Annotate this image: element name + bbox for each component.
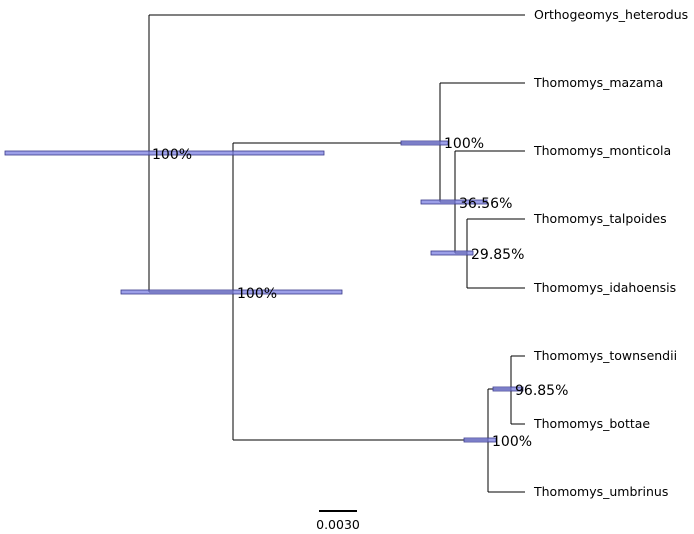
- hpd-bar-mont: [420, 199, 488, 205]
- hpd-bar-towns: [492, 386, 524, 392]
- scale-bar-label: 0.0030: [316, 517, 360, 532]
- support-label-root: 100%: [152, 147, 192, 163]
- support-label-mont: 36.56%: [459, 196, 512, 212]
- tip-label-thomomys-umbrinus: Thomomys_umbrinus: [533, 484, 668, 499]
- hpd-bar-north: [400, 140, 449, 146]
- support-label-north: 100%: [444, 136, 484, 152]
- support-label-talp: 29.85%: [471, 247, 524, 263]
- scale-bar: 0.0030: [316, 510, 360, 532]
- tip-labels: Orthogeomys_heterodus Thomomys_mazama Th…: [533, 7, 688, 499]
- tip-label-thomomys-idahoensis: Thomomys_idahoensis: [533, 280, 676, 295]
- node-hpd-bars: [4, 140, 524, 443]
- hpd-bar-thomomys: [120, 289, 343, 295]
- tip-label-thomomys-mazama: Thomomys_mazama: [533, 75, 663, 90]
- tip-label-thomomys-townsendii: Thomomys_townsendii: [533, 348, 677, 363]
- tip-label-orthogeomys-heterodus: Orthogeomys_heterodus: [534, 7, 688, 22]
- tip-label-thomomys-talpoides: Thomomys_talpoides: [533, 211, 667, 226]
- tip-label-thomomys-monticola: Thomomys_monticola: [533, 143, 671, 158]
- support-label-towns: 96.85%: [515, 383, 568, 399]
- support-label-south: 100%: [492, 434, 532, 450]
- hpd-bar-south: [463, 437, 497, 443]
- hpd-bar-root: [4, 150, 325, 156]
- support-label-thomomys: 100%: [237, 286, 277, 302]
- hpd-bar-talp: [430, 250, 474, 256]
- tip-label-thomomys-bottae: Thomomys_bottae: [533, 416, 650, 431]
- node-support-labels: 100% 100% 100% 36.56% 29.85% 100% 96.85%: [152, 136, 568, 450]
